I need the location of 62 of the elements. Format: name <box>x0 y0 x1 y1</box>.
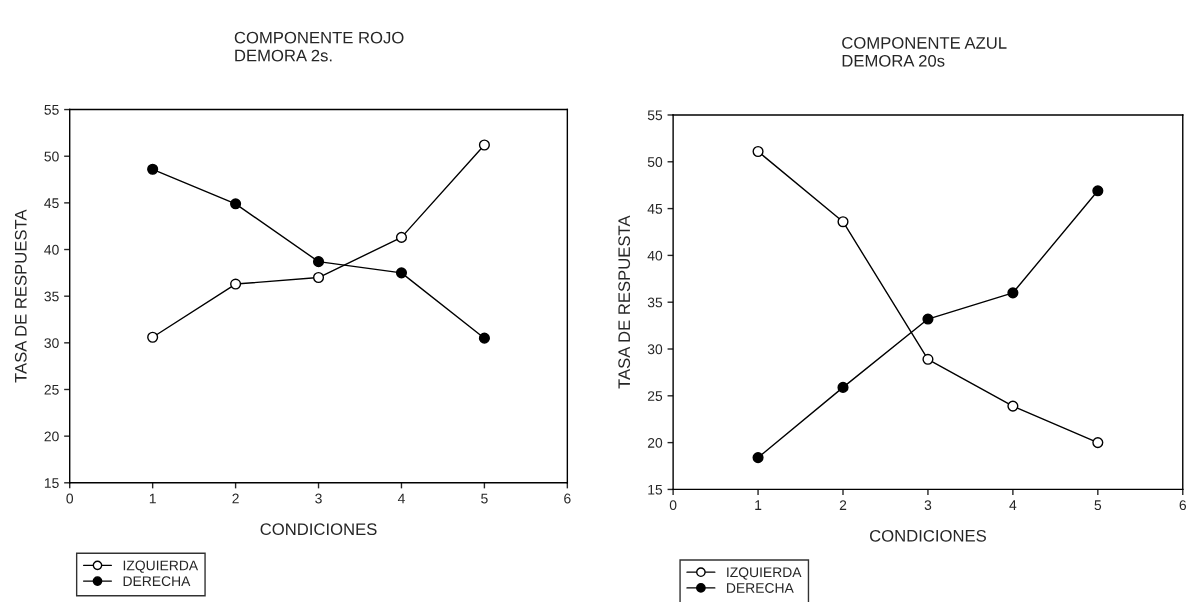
point <box>230 198 242 210</box>
y-tick-label: 45 <box>44 198 59 209</box>
chart-title: COMPONENTE AZUL DEMORA 20s <box>842 37 1007 67</box>
point <box>478 332 490 344</box>
y-tick-label: 15 <box>44 478 59 488</box>
point <box>752 145 764 158</box>
point <box>922 353 934 365</box>
x-tick-label: 2 <box>839 500 847 510</box>
point <box>312 256 325 268</box>
point <box>478 139 490 151</box>
y-axis-title: TASA DE RESPUESTA <box>14 209 27 383</box>
y-tick-label: 35 <box>44 291 59 302</box>
legend-label: IZQUIERDA <box>123 560 199 573</box>
y-tick-label: 50 <box>647 157 663 167</box>
point <box>837 216 849 228</box>
y-tick-label: 45 <box>647 204 663 214</box>
x-tick-label: 4 <box>1009 500 1017 510</box>
x-tick-label: 2 <box>232 493 239 504</box>
y-tick-label: 40 <box>647 250 663 261</box>
x-tick-label: 0 <box>669 500 677 511</box>
point <box>922 313 934 325</box>
x-tick-label: 6 <box>564 493 571 504</box>
y-tick-label: 50 <box>44 151 59 162</box>
point <box>230 278 242 290</box>
y-tick-label: 25 <box>647 391 663 401</box>
x-tick-label: 5 <box>1094 500 1102 511</box>
x-axis-title: CONDICIONES <box>260 523 377 536</box>
x-tick-label: 1 <box>149 493 156 504</box>
y-tick-label: 30 <box>647 344 663 355</box>
y-tick-label: 20 <box>44 431 59 442</box>
x-tick-label: 1 <box>755 500 762 510</box>
y-tick-label: 40 <box>44 244 59 255</box>
point <box>395 267 408 279</box>
point <box>147 331 159 343</box>
y-axis-title: TASA DE RESPUESTA <box>618 215 631 389</box>
x-tick-label: 6 <box>1179 500 1187 511</box>
x-axis-title: CONDICIONES <box>869 529 986 542</box>
point <box>147 163 159 175</box>
x-tick-label: 4 <box>397 493 405 504</box>
point <box>1092 185 1104 197</box>
point <box>1007 400 1019 412</box>
legend-label: DERECHA <box>123 576 191 587</box>
x-tick-label: 0 <box>66 493 74 504</box>
y-tick-label: 55 <box>647 110 663 121</box>
legend-label: IZQUIERDA <box>727 567 802 580</box>
point <box>837 381 849 393</box>
point <box>395 231 408 243</box>
point <box>752 452 764 464</box>
point <box>312 271 325 284</box>
y-tick-label: 55 <box>44 105 59 115</box>
y-tick-label: 35 <box>647 297 663 308</box>
y-tick-label: 20 <box>647 437 663 448</box>
x-tick-label: 3 <box>924 500 932 511</box>
x-tick-label: 3 <box>315 493 322 504</box>
point <box>1092 437 1104 449</box>
y-tick-label: 15 <box>648 484 663 495</box>
point <box>1007 287 1019 299</box>
legend-label: DERECHA <box>727 583 794 593</box>
y-tick-label: 30 <box>44 338 59 349</box>
y-tick-label: 25 <box>44 384 59 395</box>
chart-title: COMPONENTE ROJO DEMORA 2s. <box>234 31 404 62</box>
x-tick-label: 5 <box>481 493 488 504</box>
